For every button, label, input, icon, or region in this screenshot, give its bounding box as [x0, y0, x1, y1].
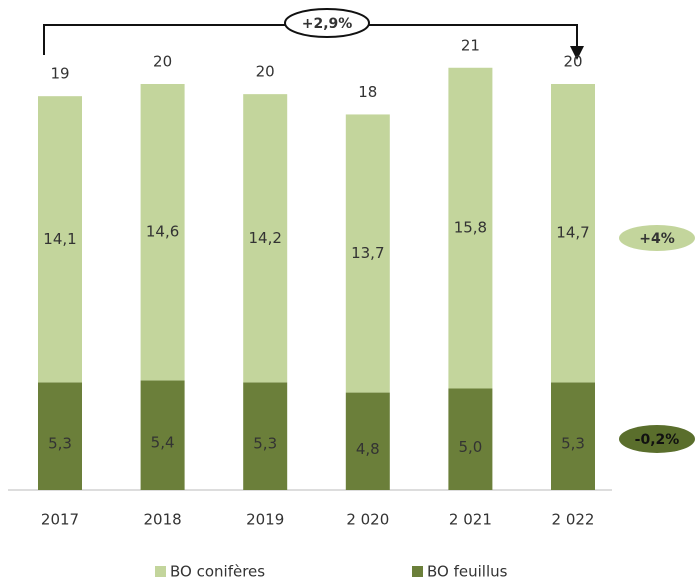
- bar-segment: [243, 382, 288, 490]
- badge: [619, 425, 695, 453]
- x-tick-label: 2 021: [449, 511, 492, 529]
- badge-label: +4%: [639, 231, 675, 247]
- legend-label: BO conifères: [170, 563, 265, 580]
- x-tick-label: 2018: [144, 511, 182, 529]
- value-label: 15,8: [454, 219, 487, 237]
- total-label: 21: [461, 36, 480, 54]
- x-tick-label: 2 020: [346, 511, 389, 529]
- total-label: 20: [256, 63, 275, 81]
- bar-segment: [140, 380, 185, 490]
- bar-segment: [38, 382, 82, 490]
- total-change-annotation: +2,9%: [43, 8, 584, 60]
- badge: [284, 8, 370, 38]
- value-label: 5,4: [151, 434, 175, 452]
- bar-segment: [38, 96, 82, 383]
- value-label: 14,6: [146, 223, 179, 241]
- total-label: 18: [358, 83, 377, 101]
- x-tick-label: 2017: [41, 511, 79, 529]
- value-label: 14,7: [556, 224, 589, 242]
- value-label: 4,8: [356, 440, 380, 458]
- total-label: 20: [563, 53, 582, 71]
- value-label: 5,0: [458, 438, 482, 456]
- bar-segment: [140, 84, 185, 381]
- value-label: 14,2: [248, 229, 281, 247]
- arrow-head: [570, 46, 584, 60]
- bar-segment: [551, 382, 595, 490]
- badge-label: -0,2%: [635, 432, 680, 448]
- total-label: 20: [153, 53, 172, 71]
- value-label: 5,3: [561, 435, 585, 453]
- bar-segment: [551, 84, 595, 383]
- bar-segment: [448, 67, 493, 389]
- legend-label: BO feuillus: [427, 563, 508, 580]
- value-label: 5,3: [48, 435, 72, 453]
- legend-swatch: [155, 566, 166, 577]
- legend-swatch: [412, 566, 423, 577]
- x-tick-label: 2019: [246, 511, 284, 529]
- bar-segment: [243, 94, 288, 383]
- bar-segment: [345, 114, 390, 393]
- bar-segment: [345, 392, 390, 490]
- x-tick-label: 2 022: [552, 511, 595, 529]
- value-label: 14,1: [43, 230, 76, 248]
- total-label: 19: [50, 65, 69, 83]
- badge-label: +2,9%: [302, 16, 353, 32]
- value-label: 5,3: [253, 435, 277, 453]
- badge: [619, 225, 695, 251]
- bar-segment: [448, 388, 493, 490]
- value-label: 13,7: [351, 244, 384, 262]
